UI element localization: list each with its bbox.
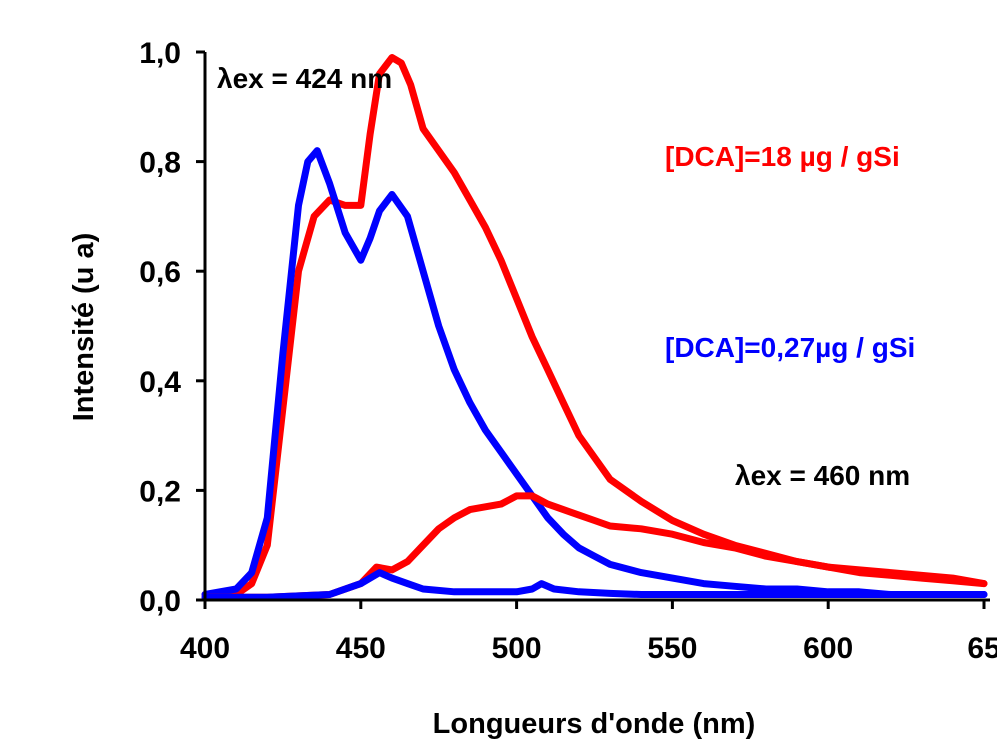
x-tick-label: 450	[336, 632, 386, 665]
series-layer	[201, 54, 988, 601]
annotation-dca-027: [DCA]=0,27µg / gSi	[665, 332, 915, 363]
series-line-1	[201, 54, 988, 598]
series-line-4	[201, 569, 988, 601]
y-tick-label: 0,2	[139, 475, 181, 508]
annotation-dca-18: [DCA]=18 µg / gSi	[665, 141, 900, 172]
y-axis-title: Intensité (u a)	[68, 233, 100, 422]
annotation-excitation-424: λex = 424 nm	[217, 63, 392, 94]
y-tick-label: 1,0	[139, 37, 181, 70]
series-line-3	[201, 492, 988, 601]
x-tick-label: 600	[803, 632, 853, 665]
x-tick-label: 400	[180, 632, 230, 665]
ticks-layer: 400 450 500 550 600 65 0,0 0,2 0,4 0,6 0,8 1,0	[139, 37, 997, 665]
y-tick-label: 0,0	[139, 585, 181, 618]
y-tick-label: 0,6	[139, 256, 181, 289]
x-tick-label: 550	[647, 632, 697, 665]
series-line-2	[201, 147, 988, 598]
x-tick-label: 500	[492, 632, 542, 665]
axes-layer	[203, 52, 990, 602]
y-tick-label: 0,4	[139, 366, 181, 399]
x-axis-title: Longueurs d'onde (nm)	[433, 708, 756, 740]
x-tick-label: 65	[967, 632, 997, 665]
annotation-excitation-460: λex = 460 nm	[735, 460, 910, 491]
y-tick-label: 0,8	[139, 147, 181, 180]
